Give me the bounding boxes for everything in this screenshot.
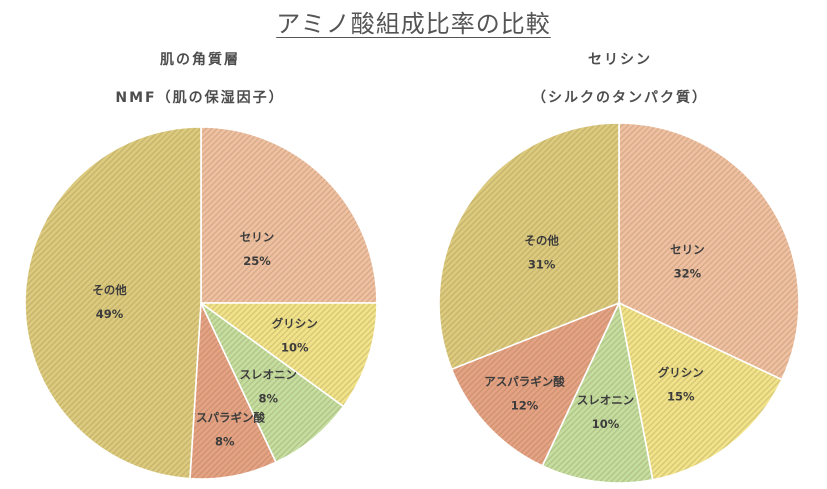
pie-slice-aspartic-acid xyxy=(189,302,278,480)
slice-value-other: 31% xyxy=(528,257,556,271)
right-chart-title-line1: セリシン xyxy=(588,52,652,68)
slice-value-glycine: 15% xyxy=(667,390,695,404)
pie-slice-glycine xyxy=(617,301,783,481)
slice-label-other: その他 xyxy=(92,283,127,297)
slice-value-aspartic-acid: 12% xyxy=(511,399,539,413)
pie-slice-other xyxy=(438,122,620,371)
pie-chart-sericin: セリン 32% グリシン 15% スレオニン 10% アスパラギン酸 12% その他 31% xyxy=(438,122,800,484)
slice-label-glycine: グリシン xyxy=(272,316,318,330)
pie-slice-threonine xyxy=(541,300,654,484)
left-chart-title-line1: 肌の角質層 xyxy=(160,52,240,68)
slice-value-threonine: 8% xyxy=(259,391,279,405)
slice-label-aspartic-acid: アスパラギン酸 xyxy=(484,375,565,389)
slice-value-serine: 25% xyxy=(243,254,271,268)
pie-slice-serine xyxy=(200,126,378,304)
pie-slice-serine xyxy=(618,122,800,381)
slice-label-serine: セリン xyxy=(240,230,275,244)
pie-chart-skin-nmf: セリン 25% グリシン 10% スレオニン 8% アスパラギン酸 8% その他 49% xyxy=(24,126,378,480)
slice-value-aspartic-acid: 8% xyxy=(215,434,235,448)
slice-label-glycine: グリシン xyxy=(658,366,704,380)
chart-main-title: アミノ酸組成比率の比較 xyxy=(0,4,827,39)
slice-label-threonine: スレオニン xyxy=(240,367,298,381)
slice-value-other: 49% xyxy=(96,307,124,321)
right-chart-title-line2: （シルクのタンパク質） xyxy=(532,90,708,106)
pie-slice-other xyxy=(24,126,202,480)
pie-slice-threonine xyxy=(200,302,345,464)
slice-value-glycine: 10% xyxy=(281,340,309,354)
slice-label-serine: セリン xyxy=(670,243,705,257)
pie-slice-glycine xyxy=(198,302,378,408)
slice-value-threonine: 10% xyxy=(592,417,620,431)
left-chart-title-line2: NMF（肌の保湿因子） xyxy=(115,90,285,106)
slice-value-serine: 32% xyxy=(674,267,702,281)
chart-main-title-text: アミノ酸組成比率の比較 xyxy=(276,10,551,38)
slice-label-aspartic-acid: アスパラギン酸 xyxy=(184,410,265,424)
pie-slice-aspartic-acid xyxy=(450,301,621,467)
slice-label-threonine: スレオニン xyxy=(577,393,635,407)
slice-label-other: その他 xyxy=(524,233,559,247)
